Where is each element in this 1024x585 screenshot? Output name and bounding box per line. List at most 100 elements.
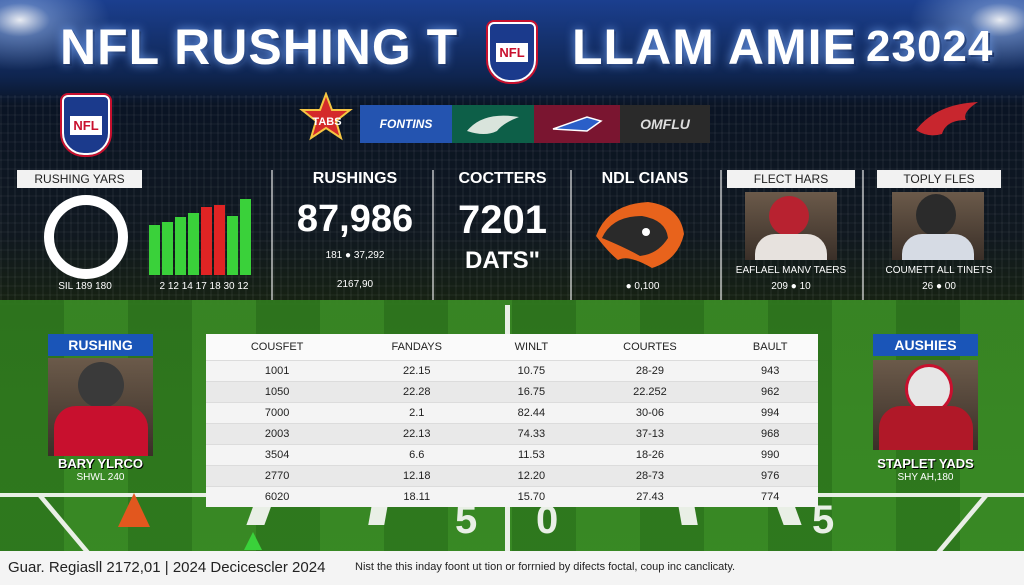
table-cell: 82.44 <box>485 402 578 424</box>
bar-mark <box>240 199 251 275</box>
title-year: 23024 <box>866 22 994 71</box>
coctters-title: COCTTERS <box>458 170 547 187</box>
column-header: COURTES <box>577 334 723 361</box>
bills-logo-icon <box>534 105 620 143</box>
left-player-name: BARY YLRCO <box>58 456 143 471</box>
table-cell: 11.53 <box>485 444 578 466</box>
nfl-logo-icon: NFL <box>62 95 110 155</box>
rushings-title: RUSHINGS <box>312 170 398 187</box>
table-cell: 22.28 <box>348 381 486 403</box>
star-badge-label: TABS <box>312 116 342 128</box>
column-header: BAULT <box>722 334 818 361</box>
bar-mark <box>214 205 225 275</box>
main-title: NFL RUSHING T LLAM AMIE 23024 <box>60 10 992 80</box>
divider <box>432 170 434 300</box>
table-header-row: COUSFET FANDAYS WINLT COURTES BAULT <box>206 334 818 361</box>
rushing-bar-chart <box>147 195 259 275</box>
table-cell: 962 <box>722 381 818 403</box>
table-cell: 15.70 <box>485 486 578 507</box>
table-cell: 968 <box>722 423 818 445</box>
table-cell: 22.15 <box>348 360 486 382</box>
left-player-label: RUSHING <box>48 334 153 356</box>
table-cell: 28-73 <box>577 465 723 487</box>
table-cell: 7000 <box>206 402 349 424</box>
cone-icon <box>244 532 262 550</box>
table-cell: 1050 <box>206 381 349 403</box>
table-cell: 16.75 <box>485 381 578 403</box>
bar-mark <box>201 207 212 275</box>
toply-sub: 26 ● 00 <box>922 281 956 292</box>
footer-left-text: Guar. Regiasll 2172,01 | 2024 Decicescle… <box>8 559 326 576</box>
rushing-legend: SIL 189 180 <box>58 281 112 292</box>
left-player-sub: SHWL 240 <box>76 472 125 483</box>
title-mid: LLAM AMIE <box>572 19 857 75</box>
ndl-title: NDL CIANS <box>601 170 689 187</box>
divider <box>862 170 864 300</box>
bar-mark <box>227 216 238 275</box>
divider <box>720 170 722 300</box>
star-badge-icon <box>298 91 354 146</box>
table-row: 2770 12.18 12.20 28-73 976 <box>206 465 818 487</box>
table-cell: 994 <box>722 402 818 424</box>
table-cell: 6.6 <box>348 444 486 466</box>
flect-caption: EAFLAEL MANV TAERS <box>735 265 847 276</box>
table-cell: 12.20 <box>485 465 578 487</box>
title-left: NFL RUSHING T <box>60 19 459 75</box>
table-cell: 18-26 <box>577 444 723 466</box>
rushings-sub2: 2167,90 <box>336 279 374 290</box>
table-cell: 2770 <box>206 465 349 487</box>
player-photo <box>892 192 984 260</box>
right-player-sub: SHY AH,180 <box>897 472 954 483</box>
bar-mark <box>149 225 160 275</box>
stats-table: COUSFET FANDAYS WINLT COURTES BAULT 1001… <box>206 334 818 507</box>
footer: Guar. Regiasll 2172,01 | 2024 Decicescle… <box>0 551 1024 585</box>
table-cell: 12.18 <box>348 465 486 487</box>
table-cell: 1001 <box>206 360 349 382</box>
rushings-sub1: 181 ● 37,292 <box>325 250 385 261</box>
table-cell: 10.75 <box>485 360 578 382</box>
table-cell: 976 <box>722 465 818 487</box>
table-cell: 774 <box>722 486 818 507</box>
table-cell: 30-06 <box>577 402 723 424</box>
team-logo-1: FONTINS <box>360 105 452 143</box>
flect-sub: 209 ● 10 <box>771 281 811 292</box>
coctters-value: 7201 <box>458 198 547 242</box>
donut-chart <box>44 195 128 279</box>
table-row: 3504 6.6 11.53 18-26 990 <box>206 444 818 466</box>
table-cell: 27.43 <box>577 486 723 507</box>
team-logo-strip: FONTINS OMFLU <box>360 105 710 143</box>
yard-number-left: 5 <box>455 498 478 542</box>
divider <box>271 170 273 300</box>
table-cell: 2.1 <box>348 402 486 424</box>
table-cell: 28-29 <box>577 360 723 382</box>
table-row: 1050 22.28 16.75 22.252 962 <box>206 381 818 403</box>
column-header: WINLT <box>485 334 578 361</box>
column-header: COUSFET <box>206 334 349 361</box>
table-cell: 37-13 <box>577 423 723 445</box>
table-cell: 6020 <box>206 486 349 507</box>
table-row: 7000 2.1 82.44 30-06 994 <box>206 402 818 424</box>
yard-line <box>678 505 698 525</box>
table-row: 2003 22.13 74.33 37-13 968 <box>206 423 818 445</box>
table-cell: 18.11 <box>348 486 486 507</box>
right-player-label: AUSHIES <box>873 334 978 356</box>
footer-right-text: Nist the this inday foont ut tion or for… <box>355 561 736 573</box>
table-cell: 943 <box>722 360 818 382</box>
red-bird-logo-icon <box>912 98 982 142</box>
coctters-unit: DATS" <box>465 247 540 274</box>
right-player-name: STAPLET YADS <box>877 456 974 471</box>
table-cell: 22.13 <box>348 423 486 445</box>
divider <box>570 170 572 300</box>
bar-mark <box>162 222 173 275</box>
table-cell: 3504 <box>206 444 349 466</box>
bar-mark <box>188 213 199 275</box>
toply-label: TOPLY FLES <box>877 170 1001 188</box>
table-row: 1001 22.15 10.75 28-29 943 <box>206 360 818 382</box>
table-cell: 990 <box>722 444 818 466</box>
table-row: 6020 18.11 15.70 27.43 774 <box>206 486 818 507</box>
bar-mark <box>175 217 186 275</box>
player-photo <box>745 192 837 260</box>
table-cell: 22.252 <box>577 381 723 403</box>
column-header: FANDAYS <box>348 334 486 361</box>
left-player-photo <box>48 358 153 456</box>
